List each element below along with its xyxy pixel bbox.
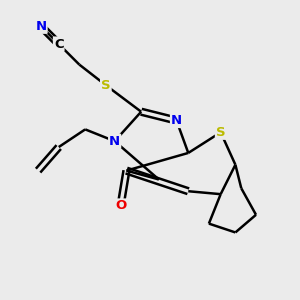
Text: S: S	[216, 126, 226, 139]
Text: O: O	[115, 200, 126, 212]
Text: C: C	[54, 38, 64, 50]
Text: N: N	[109, 135, 120, 148]
Text: N: N	[171, 114, 182, 127]
Text: N: N	[35, 20, 46, 33]
Text: S: S	[101, 79, 111, 92]
